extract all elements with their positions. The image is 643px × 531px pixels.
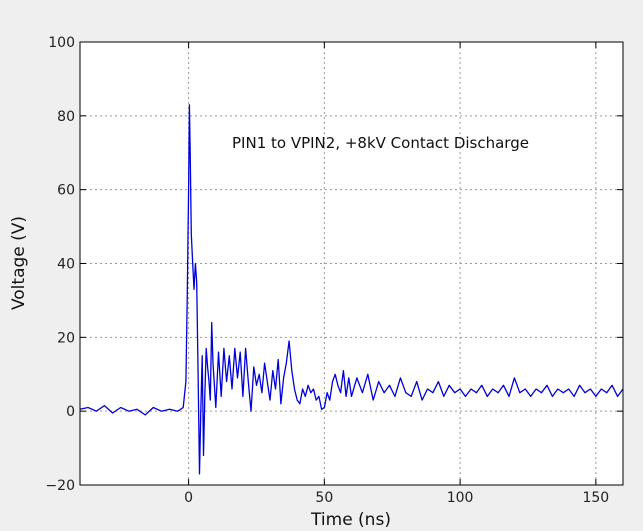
y-tick-label: 80 (57, 109, 75, 125)
y-tick-label: 60 (57, 183, 75, 199)
tick-labels: 0 50 100 150 −20 0 20 40 60 80 100 (45, 35, 609, 506)
y-tick-label: −20 (45, 478, 75, 494)
x-tick-label: 100 (447, 490, 474, 506)
y-tick-label: 20 (57, 330, 75, 346)
y-tick-label: 0 (66, 404, 75, 420)
grid-lines (80, 42, 623, 485)
x-tick-label: 150 (582, 490, 609, 506)
series-line (79, 104, 624, 475)
y-tick-label: 40 (57, 257, 75, 273)
x-tick-label: 50 (315, 490, 333, 506)
plot-frame (79, 41, 624, 486)
x-axis-label: Time (ns) (310, 510, 391, 530)
y-axis-label: Voltage (V) (9, 216, 29, 310)
y-tick-label: 100 (48, 35, 75, 51)
x-tick-label: 0 (184, 490, 193, 506)
series-group (79, 104, 624, 475)
annotation-label: PIN1 to VPIN2, +8kV Contact Discharge (232, 134, 529, 152)
